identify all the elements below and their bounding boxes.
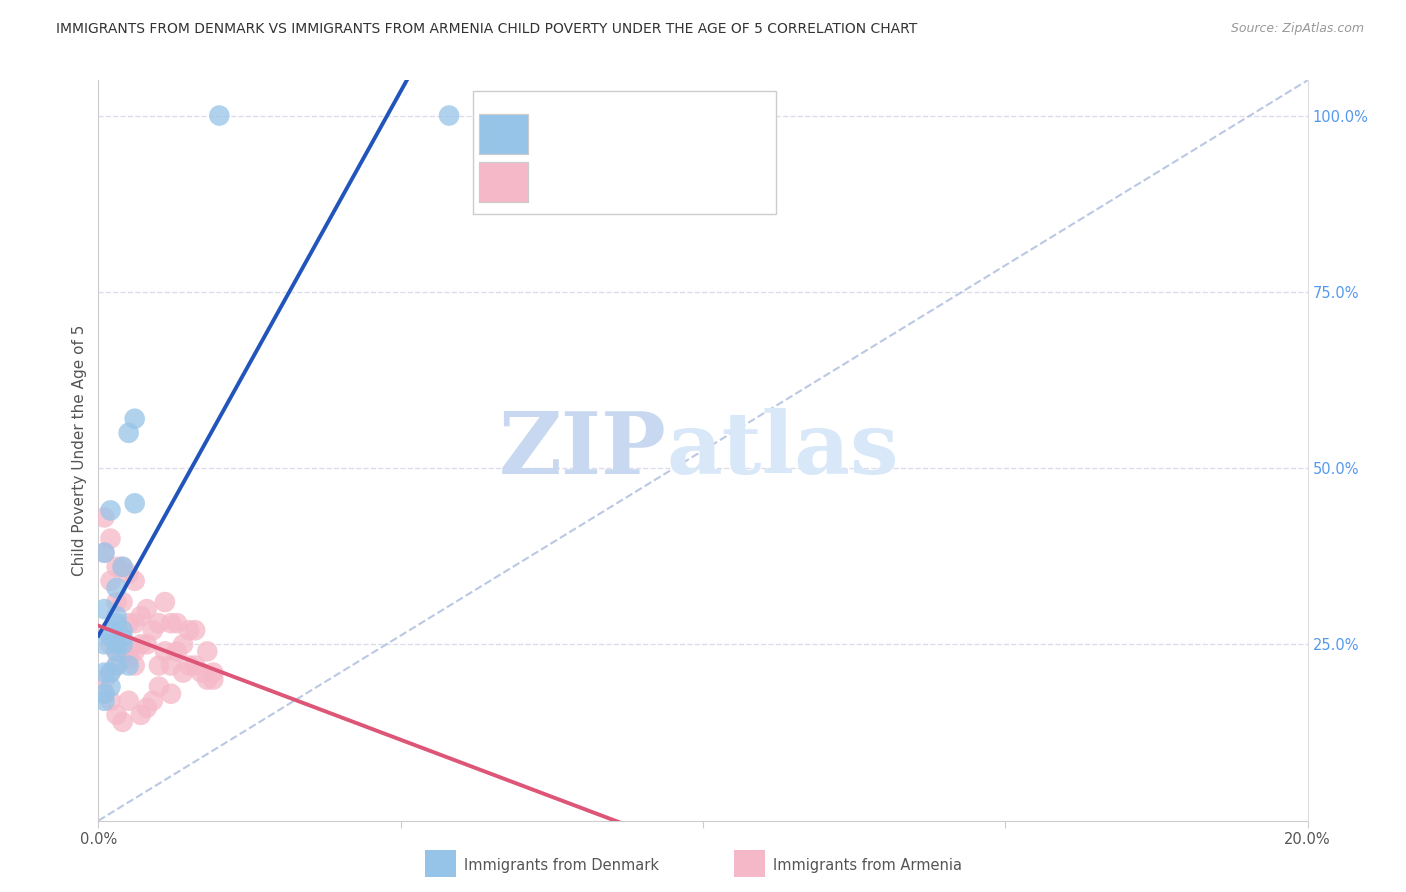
Point <box>166 616 188 631</box>
Point <box>118 425 141 440</box>
Point <box>100 503 122 517</box>
Text: IMMIGRANTS FROM DENMARK VS IMMIGRANTS FROM ARMENIA CHILD POVERTY UNDER THE AGE O: IMMIGRANTS FROM DENMARK VS IMMIGRANTS FR… <box>56 22 918 37</box>
Point <box>93 510 115 524</box>
Text: Source: ZipAtlas.com: Source: ZipAtlas.com <box>1230 22 1364 36</box>
Text: R = 0.225: R = 0.225 <box>537 178 621 195</box>
Point <box>118 644 141 658</box>
Point <box>184 624 207 638</box>
Point <box>111 714 134 729</box>
Point <box>93 546 115 560</box>
Point <box>148 616 170 631</box>
Point <box>202 665 225 680</box>
Point <box>105 644 128 658</box>
Point <box>100 630 122 644</box>
Point <box>124 658 146 673</box>
Point <box>100 624 122 638</box>
Point <box>184 658 207 673</box>
Point <box>100 680 122 694</box>
Point <box>190 665 212 680</box>
Point <box>124 644 146 658</box>
Point <box>179 624 201 638</box>
Point <box>124 496 146 510</box>
Point <box>118 694 141 708</box>
Point <box>105 658 128 673</box>
FancyBboxPatch shape <box>474 91 776 213</box>
Point <box>111 624 134 638</box>
Point <box>111 644 134 658</box>
Text: N = 27: N = 27 <box>672 121 731 140</box>
Point <box>135 602 157 616</box>
Point <box>105 637 128 651</box>
Point <box>100 637 122 651</box>
Point <box>129 637 152 651</box>
Point <box>208 109 231 123</box>
Point <box>100 694 122 708</box>
Point <box>135 637 157 651</box>
Point <box>118 658 141 673</box>
FancyBboxPatch shape <box>479 113 527 154</box>
Text: N = 56: N = 56 <box>672 178 731 195</box>
Point <box>93 665 115 680</box>
Point <box>179 658 201 673</box>
Point <box>111 595 134 609</box>
Point <box>105 658 128 673</box>
Point <box>111 630 134 644</box>
Text: Immigrants from Armenia: Immigrants from Armenia <box>773 858 962 872</box>
Text: ZIP: ZIP <box>499 409 666 492</box>
Point <box>100 665 122 680</box>
Point <box>118 566 141 581</box>
Point <box>111 637 134 651</box>
Text: Immigrants from Denmark: Immigrants from Denmark <box>464 858 659 872</box>
Point <box>124 616 146 631</box>
Point <box>105 609 128 624</box>
Point <box>195 673 218 687</box>
Point <box>93 687 115 701</box>
Text: R = 0.580: R = 0.580 <box>537 121 620 140</box>
Point <box>118 651 141 665</box>
Point <box>202 673 225 687</box>
Point <box>142 694 165 708</box>
Point <box>160 616 183 631</box>
Point <box>124 411 146 425</box>
Point <box>160 658 183 673</box>
Text: atlas: atlas <box>666 409 900 492</box>
Point <box>153 595 176 609</box>
Point <box>437 109 460 123</box>
Point <box>93 602 115 616</box>
Point <box>93 694 115 708</box>
Point <box>105 595 128 609</box>
Point <box>100 532 122 546</box>
Point <box>129 707 152 722</box>
Point <box>93 546 115 560</box>
Point <box>129 609 152 624</box>
Point <box>100 574 122 588</box>
Point <box>153 644 176 658</box>
Point <box>93 673 115 687</box>
Point <box>105 644 128 658</box>
Point <box>124 574 146 588</box>
Point <box>172 665 194 680</box>
FancyBboxPatch shape <box>479 161 527 202</box>
Point <box>105 559 128 574</box>
Point <box>100 665 122 680</box>
Point <box>195 644 218 658</box>
Point <box>148 658 170 673</box>
Y-axis label: Child Poverty Under the Age of 5: Child Poverty Under the Age of 5 <box>72 325 87 576</box>
Point <box>148 680 170 694</box>
Point <box>105 616 128 631</box>
Point <box>105 581 128 595</box>
Point <box>135 701 157 715</box>
Point <box>118 616 141 631</box>
Point <box>111 559 134 574</box>
Point <box>93 637 115 651</box>
Point <box>172 637 194 651</box>
Point <box>93 687 115 701</box>
Point <box>142 624 165 638</box>
Point <box>105 707 128 722</box>
Point <box>111 559 134 574</box>
Point <box>166 644 188 658</box>
Point <box>160 687 183 701</box>
